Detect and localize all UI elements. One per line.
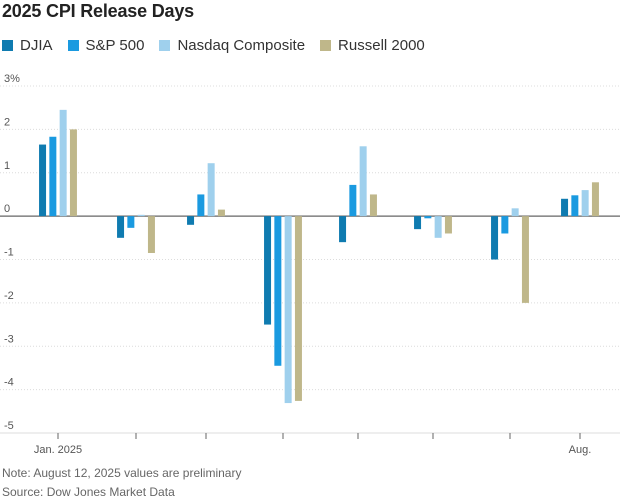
bar xyxy=(434,216,442,238)
y-tick-label: 3% xyxy=(4,73,20,85)
bar xyxy=(511,208,519,217)
chart-note: Note: August 12, 2025 values are prelimi… xyxy=(2,466,242,480)
bar xyxy=(264,216,272,325)
chart-source: Source: Dow Jones Market Data xyxy=(2,485,175,499)
bar xyxy=(444,216,452,234)
bar xyxy=(424,216,432,219)
y-tick-label: -1 xyxy=(4,247,14,259)
y-tick-label: -5 xyxy=(4,420,14,432)
legend-swatch-sp500 xyxy=(67,40,79,51)
bar xyxy=(59,109,67,217)
y-tick-label: -3 xyxy=(4,333,14,345)
x-tick-label: Jan. 2025 xyxy=(34,444,82,456)
legend-label-sp500: S&P 500 xyxy=(85,37,145,54)
legend-item-nasdaq: Nasdaq Composite xyxy=(159,37,305,54)
bar xyxy=(197,194,205,217)
bar xyxy=(294,216,302,401)
bar xyxy=(581,190,589,217)
legend-label-djia: DJIA xyxy=(20,37,53,54)
bar xyxy=(561,198,569,217)
bar xyxy=(414,216,422,230)
bar xyxy=(274,216,282,366)
y-tick-label: 2 xyxy=(4,116,10,128)
bar xyxy=(369,194,377,217)
x-tick-label: Aug. xyxy=(569,444,592,456)
y-tick-label: 1 xyxy=(4,160,10,172)
bar xyxy=(339,216,347,243)
chart-title: 2025 CPI Release Days xyxy=(2,1,194,21)
bar xyxy=(117,216,125,238)
legend-swatch-russell xyxy=(320,40,332,51)
bar xyxy=(349,184,357,217)
legend-swatch-nasdaq xyxy=(159,40,171,51)
bar xyxy=(591,182,599,217)
legend-swatch-djia xyxy=(2,40,13,51)
bar xyxy=(39,144,47,217)
bar xyxy=(359,146,367,217)
bar xyxy=(501,216,509,234)
bar xyxy=(69,129,77,217)
bar xyxy=(284,216,292,404)
bar xyxy=(521,216,529,303)
y-tick-label: -2 xyxy=(4,290,14,302)
bar xyxy=(571,195,579,217)
bar xyxy=(187,216,195,225)
legend-label-nasdaq: Nasdaq Composite xyxy=(177,37,306,54)
y-tick-label: -4 xyxy=(4,377,14,389)
legend-item-russell: Russell 2000 xyxy=(320,37,425,54)
legend-item-sp500: S&P 500 xyxy=(67,37,145,54)
legend-item-djia: DJIA xyxy=(2,37,53,54)
bar xyxy=(127,216,135,228)
bar xyxy=(217,209,225,217)
bar xyxy=(491,216,499,260)
y-tick-label: 0 xyxy=(4,203,10,215)
bar xyxy=(49,136,57,217)
bar xyxy=(207,163,215,217)
legend: DJIA S&P 500 Nasdaq Composite Russell 20… xyxy=(2,37,440,54)
legend-label-russell: Russell 2000 xyxy=(338,37,425,54)
bar xyxy=(147,216,155,253)
bar xyxy=(137,214,145,217)
